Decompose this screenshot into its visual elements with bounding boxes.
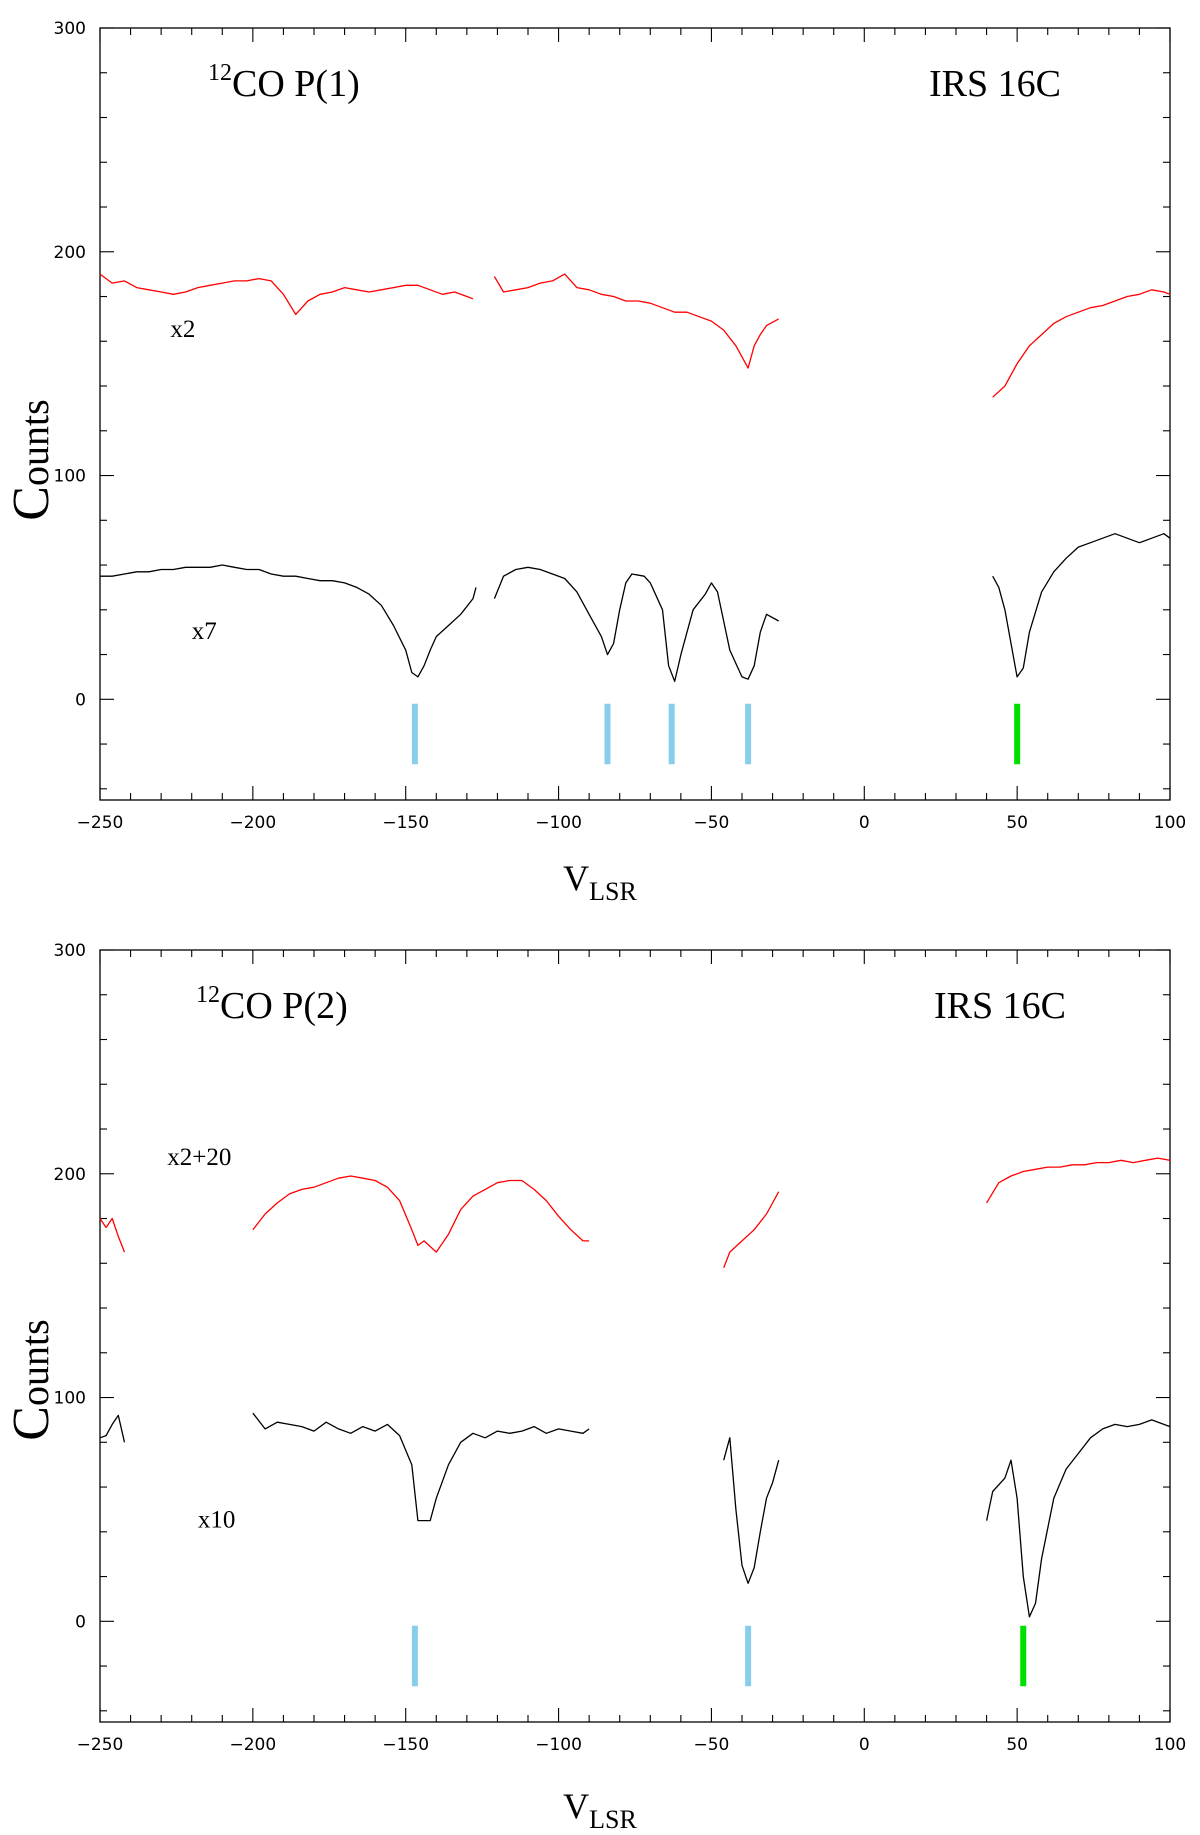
x-axis-label-main: V [563, 858, 589, 898]
y-tick-label: 100 [54, 1389, 86, 1409]
x-tick-label: 50 [1006, 1735, 1028, 1755]
x-tick-label: 50 [1006, 813, 1028, 833]
x-axis-label: VLSR [563, 1786, 637, 1834]
series-line-x2 [493, 273, 780, 369]
y-axis-label: Counts [3, 399, 60, 520]
panel-title: 12CO P(2) [196, 982, 348, 1027]
panel-p2: −250 −200 −150 −100 −50 0 50 100 0 100 200 300 x2+20… [3, 941, 1186, 1834]
y-tick-label: 100 [54, 467, 86, 487]
x-axis-label: VLSR [563, 858, 637, 906]
scale-label: x10 [198, 1506, 236, 1533]
x-tick-label: 0 [859, 1735, 870, 1755]
plot-frame [99, 949, 1171, 1723]
series-line-x2 [992, 289, 1171, 398]
x-axis-label-sub: LSR [589, 877, 637, 906]
x-tick-label: −150 [382, 1735, 429, 1755]
x-tick-label: 100 [1154, 813, 1186, 833]
x-tick-label: −250 [77, 1735, 124, 1755]
x-tick-label: 0 [859, 813, 870, 833]
x-tick-label: −200 [230, 1735, 277, 1755]
y-tick-label: 0 [75, 690, 86, 710]
series-line-x10 [99, 1414, 126, 1443]
x-tick-label: −100 [535, 1735, 582, 1755]
y-axis-label-initial: C [3, 1406, 60, 1441]
object-label: IRS 16C [929, 63, 1061, 105]
y-axis-label-rest: ounts [12, 1319, 57, 1406]
x-axis-label-sub: LSR [589, 1805, 637, 1834]
object-label: IRS 16C [934, 985, 1066, 1027]
title-superscript: 12 [208, 60, 232, 86]
series-line-x7 [992, 533, 1171, 678]
y-tick-label: 0 [75, 1612, 86, 1632]
scale-label: x2 [170, 316, 195, 343]
panel-title: 12CO P(1) [208, 60, 360, 105]
y-axis-label-initial: C [3, 486, 60, 521]
panel-p1: −250 −200 −150 −100 −50 0 50 100 0 100 200 300 x2 x7 1… [3, 19, 1186, 906]
x-tick-label: −250 [77, 813, 124, 833]
series-line-x2 [99, 273, 474, 316]
x-axis-label-main: V [563, 1786, 589, 1826]
title-main: CO P(2) [220, 985, 348, 1027]
title-main: CO P(1) [232, 63, 360, 105]
plot-frame [99, 27, 1171, 801]
x-tick-label: −200 [230, 813, 277, 833]
series-line-x2+20 [986, 1157, 1171, 1204]
series-line-x10 [252, 1412, 590, 1522]
x-tick-label: −100 [535, 813, 582, 833]
y-tick-label: 300 [54, 941, 86, 961]
x-tick-label: −50 [693, 1735, 729, 1755]
x-tick-label: −150 [382, 813, 429, 833]
scale-label: x7 [192, 618, 217, 645]
x-tick-label: 100 [1154, 1735, 1186, 1755]
series-line-x2+20 [99, 1217, 126, 1253]
series-line-x2+20 [252, 1175, 590, 1253]
scale-label: x2+20 [167, 1144, 231, 1171]
y-tick-label: 300 [54, 19, 86, 39]
y-axis-label-rest: ounts [12, 399, 57, 486]
series-line-x10 [985, 1419, 1171, 1618]
y-tick-label: 200 [54, 1165, 86, 1185]
title-superscript: 12 [196, 982, 220, 1008]
series-line-x2+20 [723, 1191, 780, 1269]
series-line-x7 [100, 564, 477, 678]
x-tick-label: −50 [693, 813, 729, 833]
y-axis-label: Counts [3, 1319, 60, 1440]
y-tick-label: 200 [54, 243, 86, 263]
series-line-x10 [723, 1437, 780, 1584]
series-line-x7 [493, 566, 780, 683]
